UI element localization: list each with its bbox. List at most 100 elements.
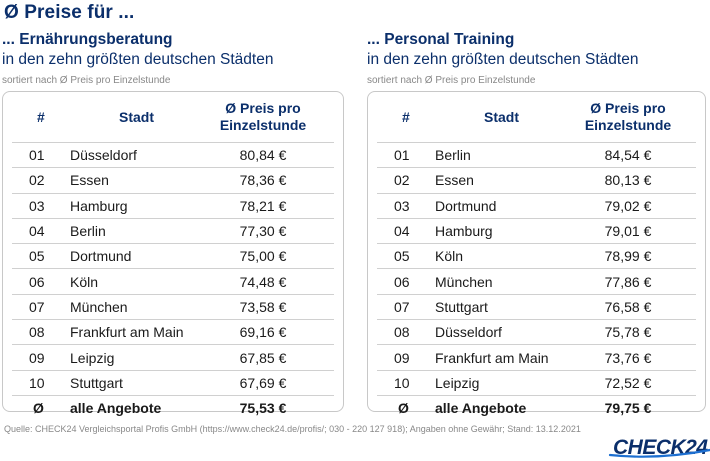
table-row: 04 Hamburg 79,01 € bbox=[377, 217, 696, 243]
header-price-line1: Ø Preis pro bbox=[225, 100, 301, 116]
row-num: 08 bbox=[29, 324, 45, 341]
row-city: Frankfurt am Main bbox=[70, 324, 184, 341]
table-row: 10 Stuttgart 67,69 € bbox=[12, 369, 334, 395]
row-price: 80,13 € bbox=[604, 172, 652, 189]
row-price: 69,16 € bbox=[239, 324, 287, 341]
table-header: # Stadt Ø Preis pro Einzelstunde bbox=[377, 92, 696, 142]
row-city: Köln bbox=[70, 273, 99, 290]
row-city: München bbox=[70, 298, 128, 315]
row-price: 67,69 € bbox=[239, 374, 287, 391]
row-city: Leipzig bbox=[435, 374, 480, 391]
row-num: 09 bbox=[29, 349, 45, 366]
row-city: Frankfurt am Main bbox=[435, 349, 549, 366]
sort-note: sortiert nach Ø Preis pro Einzelstunde bbox=[367, 75, 536, 86]
row-num: 02 bbox=[394, 172, 410, 189]
row-city: Hamburg bbox=[70, 197, 128, 214]
price-table: # Stadt Ø Preis pro Einzelstunde 01 Berli… bbox=[367, 91, 706, 416]
row-num: 06 bbox=[29, 273, 45, 290]
row-city: Stuttgart bbox=[70, 374, 123, 391]
table-row: 10 Leipzig 72,52 € bbox=[377, 369, 696, 395]
header-num: # bbox=[37, 108, 45, 125]
table-row: 05 Dortmund 75,00 € bbox=[12, 243, 334, 268]
table-row: 06 München 77,86 € bbox=[377, 268, 696, 293]
row-num: Ø bbox=[398, 400, 409, 417]
row-city: Stuttgart bbox=[435, 298, 488, 315]
row-price: 78,36 € bbox=[239, 172, 287, 189]
sort-note: sortiert nach Ø Preis pro Einzelstunde bbox=[2, 75, 171, 86]
row-num: 05 bbox=[394, 248, 410, 265]
row-num: 03 bbox=[29, 197, 45, 214]
row-price: 79,01 € bbox=[604, 223, 652, 240]
table-row: 04 Berlin 77,30 € bbox=[12, 217, 334, 243]
row-num: 01 bbox=[394, 147, 410, 164]
table-row: 03 Dortmund 79,02 € bbox=[377, 192, 696, 218]
table-row: 03 Hamburg 78,21 € bbox=[12, 192, 334, 218]
row-num: 06 bbox=[394, 273, 410, 290]
row-city: München bbox=[435, 273, 493, 290]
row-price: 77,30 € bbox=[239, 223, 287, 240]
row-num: 01 bbox=[29, 147, 45, 164]
table-row: 02 Essen 80,13 € bbox=[377, 167, 696, 192]
row-num: 07 bbox=[29, 298, 45, 315]
row-price: 75,78 € bbox=[604, 324, 652, 341]
header-num: # bbox=[402, 108, 410, 125]
table-row: 07 Stuttgart 76,58 € bbox=[377, 293, 696, 319]
row-price: 84,54 € bbox=[604, 147, 652, 164]
row-city: Düsseldorf bbox=[435, 324, 502, 341]
row-num: 10 bbox=[29, 374, 45, 391]
row-city: Berlin bbox=[70, 223, 106, 240]
row-num: 02 bbox=[29, 172, 45, 189]
row-num: 07 bbox=[394, 298, 410, 315]
table-row: 08 Frankfurt am Main 69,16 € bbox=[12, 319, 334, 344]
row-price: 72,52 € bbox=[604, 374, 652, 391]
table-row-average: Ø alle Angebote 75,53 € bbox=[12, 394, 334, 421]
row-price: 67,85 € bbox=[239, 349, 287, 366]
source-note: Quelle: CHECK24 Vergleichsportal Profis … bbox=[4, 424, 581, 434]
row-city: alle Angebote bbox=[435, 400, 527, 417]
price-table: # Stadt Ø Preis pro Einzelstunde 01 Düsse… bbox=[2, 91, 344, 416]
header-city: Stadt bbox=[484, 108, 519, 125]
logo-swoosh-icon bbox=[608, 448, 710, 458]
table-row: 02 Essen 78,36 € bbox=[12, 167, 334, 192]
row-price: 79,02 € bbox=[604, 197, 652, 214]
row-num: 04 bbox=[29, 223, 45, 240]
table-row: 07 München 73,58 € bbox=[12, 293, 334, 319]
table-row: 01 Düsseldorf 80,84 € bbox=[12, 142, 334, 167]
header-price: Ø Preis pro Einzelstunde bbox=[568, 100, 688, 134]
row-price: 75,53 € bbox=[239, 400, 287, 417]
row-city: Leipzig bbox=[70, 349, 115, 366]
header-price-line2: Einzelstunde bbox=[584, 117, 672, 133]
page-title: Ø Preise für ... bbox=[4, 2, 135, 23]
table-row: 06 Köln 74,48 € bbox=[12, 268, 334, 293]
row-num: 10 bbox=[394, 374, 410, 391]
row-city: Hamburg bbox=[435, 223, 493, 240]
row-city: Köln bbox=[435, 248, 464, 265]
table-row: 05 Köln 78,99 € bbox=[377, 243, 696, 268]
row-city: Essen bbox=[70, 172, 109, 189]
row-price: 73,58 € bbox=[239, 298, 287, 315]
panel-title: ... Ernährungsberatung bbox=[2, 31, 173, 48]
row-city: Düsseldorf bbox=[70, 147, 137, 164]
row-num: 05 bbox=[29, 248, 45, 265]
row-price: 78,21 € bbox=[239, 197, 287, 214]
table-header: # Stadt Ø Preis pro Einzelstunde bbox=[12, 92, 334, 142]
table-row-average: Ø alle Angebote 79,75 € bbox=[377, 394, 696, 421]
table-row: 08 Düsseldorf 75,78 € bbox=[377, 319, 696, 344]
row-city: Dortmund bbox=[70, 248, 132, 265]
row-price: 73,76 € bbox=[604, 349, 652, 366]
panel-subtitle: in den zehn größten deutschen Städten bbox=[2, 51, 274, 68]
panel-personal-training: ... Personal Training in den zehn größte… bbox=[367, 30, 710, 416]
table-body: 01 Düsseldorf 80,84 € 02 Essen 78,36 € 03 Hambu… bbox=[12, 142, 334, 395]
row-city: alle Angebote bbox=[70, 400, 162, 417]
panel-nutrition: ... Ernährungsberatung in den zehn größt… bbox=[2, 30, 347, 416]
table-row: 09 Frankfurt am Main 73,76 € bbox=[377, 344, 696, 369]
row-num: 04 bbox=[394, 223, 410, 240]
panel-subtitle: in den zehn größten deutschen Städten bbox=[367, 51, 639, 68]
header-price-line1: Ø Preis pro bbox=[590, 100, 666, 116]
row-city: Essen bbox=[435, 172, 474, 189]
row-price: 80,84 € bbox=[239, 147, 287, 164]
row-city: Dortmund bbox=[435, 197, 497, 214]
row-price: 79,75 € bbox=[604, 400, 652, 417]
row-num: 09 bbox=[394, 349, 410, 366]
row-num: 08 bbox=[394, 324, 410, 341]
